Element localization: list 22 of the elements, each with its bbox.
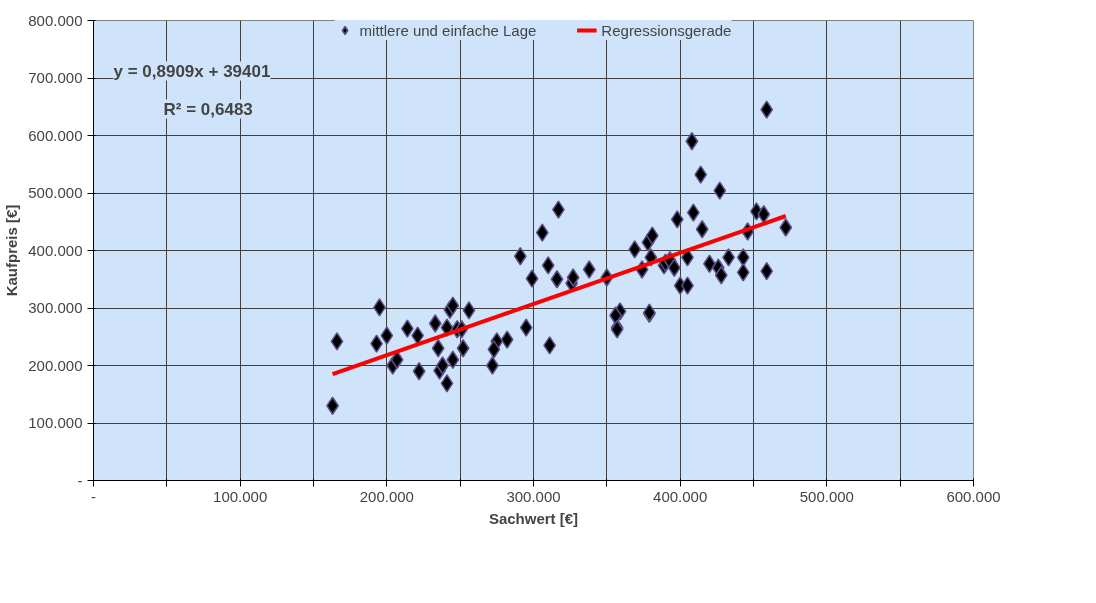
x-tick-label: 100.000 xyxy=(213,487,268,505)
y-tick-label: 300.000 xyxy=(28,299,83,316)
x-tick-label: - xyxy=(91,487,96,505)
y-tick-label: 500.000 xyxy=(28,184,83,201)
y-tick-label: - xyxy=(77,471,83,489)
x-tick-label: 300.000 xyxy=(506,487,561,505)
y-tick-label: 100.000 xyxy=(28,414,83,431)
x-axis-title: Sachwert [€] xyxy=(488,509,579,527)
y-tick-label: 700.000 xyxy=(28,69,83,86)
y-tick-label: 200.000 xyxy=(28,356,83,374)
y-tick-label: 400.000 xyxy=(28,241,83,259)
y-axis-title: Kaufpreis [€] xyxy=(3,204,21,297)
y-tick-label: 600.000 xyxy=(28,126,83,144)
x-tick-label: 400.000 xyxy=(653,487,708,505)
x-tick-label: 200.000 xyxy=(359,487,414,505)
annotation: y = 0,8909x + 39401 xyxy=(113,61,271,81)
annotation: R² = 0,6483 xyxy=(163,99,253,119)
x-tick-label: 600.000 xyxy=(946,487,1001,505)
y-tick-label: 800.000 xyxy=(28,11,83,29)
legend-label: mittlere und einfache Lage xyxy=(359,21,537,39)
legend-label: Regressionsgerade xyxy=(601,21,732,39)
x-tick-label: 500.000 xyxy=(799,487,854,505)
